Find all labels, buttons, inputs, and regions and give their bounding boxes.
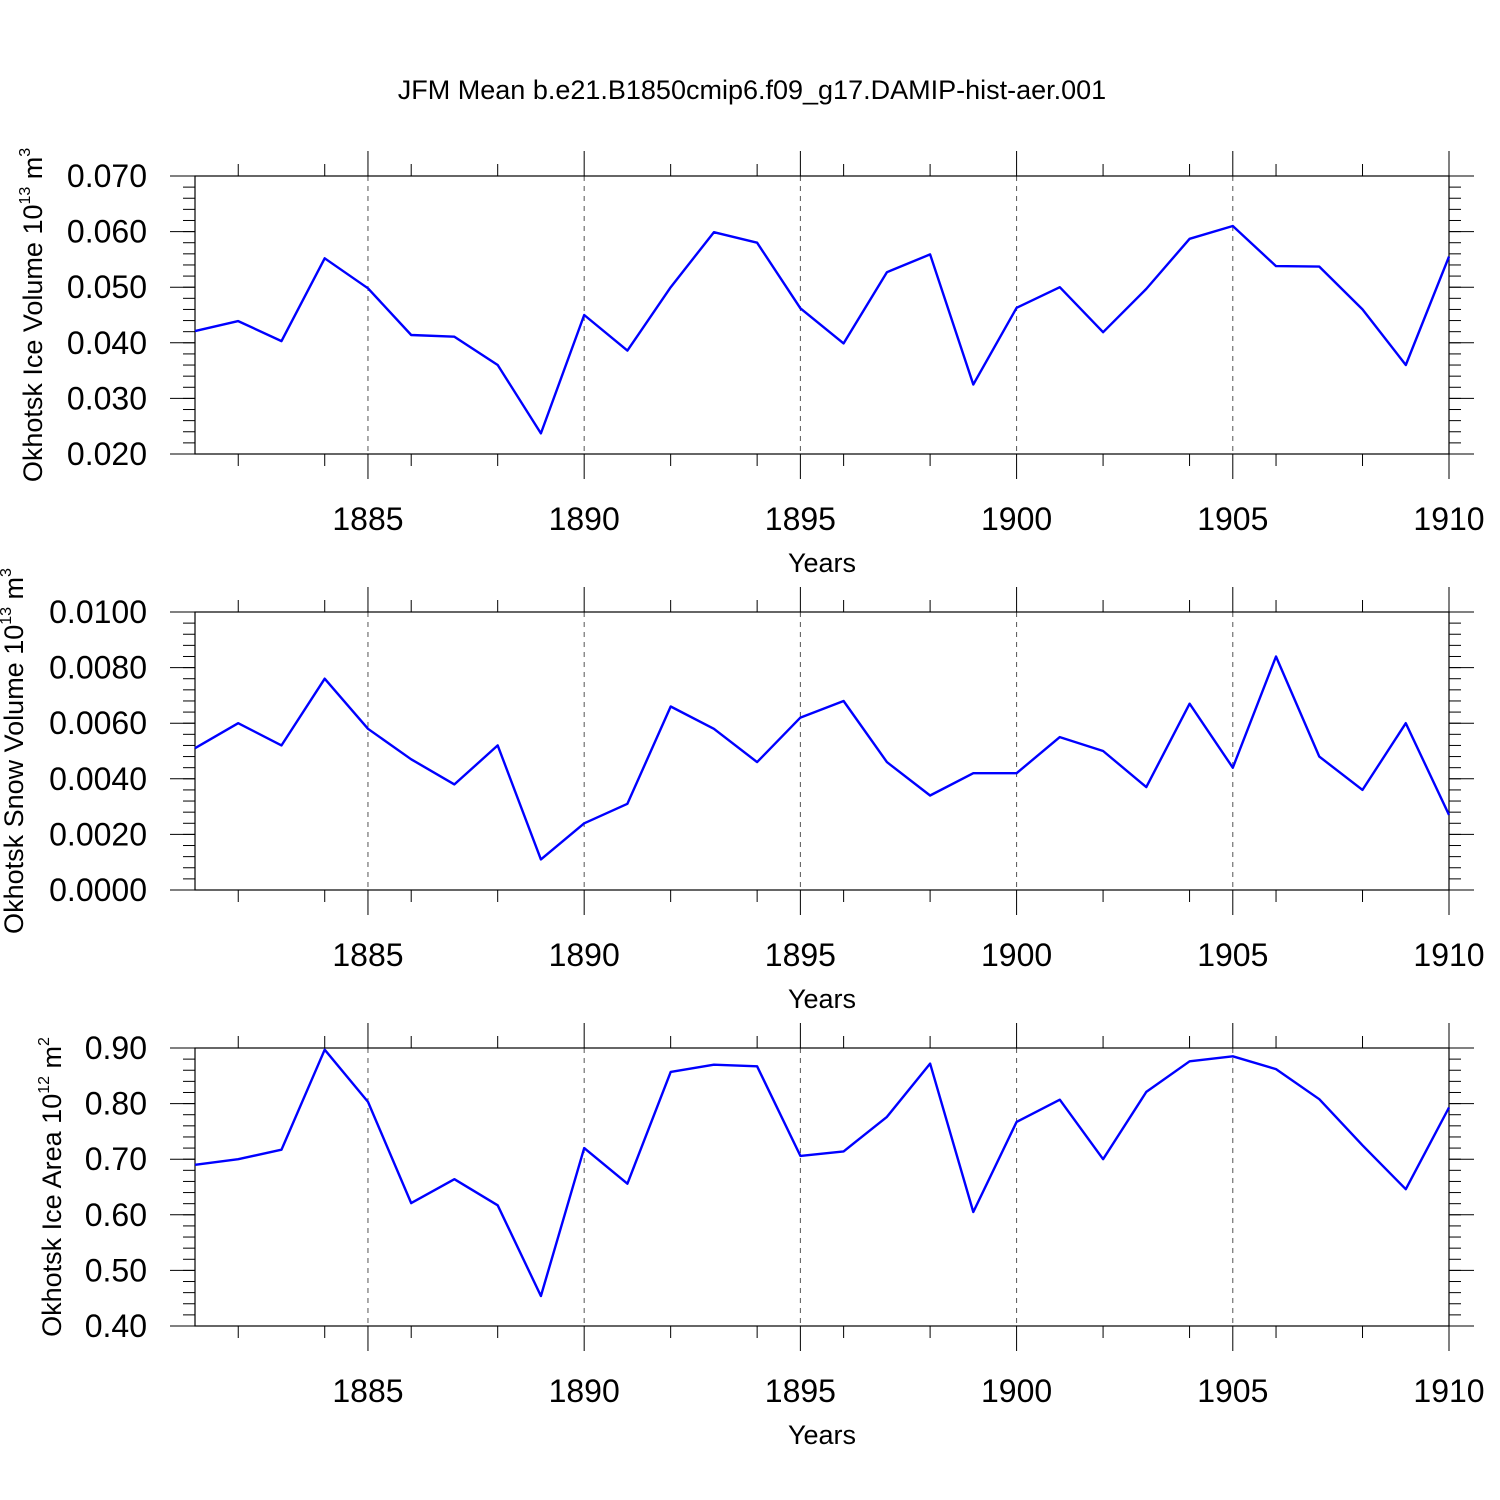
y-axis-title-unit_exp: 3: [17, 148, 34, 157]
x-tick-label: 1905: [1197, 937, 1268, 973]
x-tick-label: 1900: [981, 501, 1052, 537]
y-tick-label: 0.060: [67, 214, 147, 250]
y-tick-label: 0.70: [85, 1141, 147, 1177]
y-axis-title-exp: 13: [0, 607, 15, 625]
y-tick-label: 0.030: [67, 380, 147, 416]
x-tick-label: 1885: [332, 501, 403, 537]
y-tick-label: 0.40: [85, 1308, 147, 1344]
y-tick-label: 0.90: [85, 1030, 147, 1066]
x-tick-label: 1905: [1197, 501, 1268, 537]
x-tick-label: 1885: [332, 1373, 403, 1409]
x-tick-label: 1910: [1413, 501, 1484, 537]
y-tick-label: 0.0100: [49, 594, 147, 630]
series-line-ice_volume: [194, 224, 1451, 435]
plot-frame: [194, 1047, 1450, 1327]
x-tick-label: 1890: [549, 937, 620, 973]
x-tick-label: 1900: [981, 937, 1052, 973]
y-tick-label: 0.020: [67, 436, 147, 472]
y-tick-label: 0.0080: [49, 650, 147, 686]
y-tick-label: 0.80: [85, 1086, 147, 1122]
x-tick-label: 1905: [1197, 1373, 1268, 1409]
y-tick-label: 0.0020: [49, 816, 147, 852]
y-axis-title: Okhotsk Ice Volume 1013 m3: [17, 148, 48, 482]
y-axis-title-unit: m: [37, 1046, 67, 1076]
chart-panel-3: 0.40 0.50 0.60 0.70 0.80 0.90 1885 1890 1895 1900…: [36, 1023, 1485, 1450]
chart-panel-2: 0.0000 0.0020 0.0040 0.0060 0.0080 0.0100 1885…: [0, 568, 1485, 1014]
x-tick-label: 1885: [332, 937, 403, 973]
y-tick-label: 0.0040: [49, 761, 147, 797]
x-tick-label: 1910: [1413, 1373, 1484, 1409]
x-tick-label: 1895: [765, 1373, 836, 1409]
y-tick-label: 0.050: [67, 269, 147, 305]
series-line-snow_volume: [194, 655, 1451, 861]
series-line-ice_area: [194, 1048, 1451, 1298]
chart-panel-1: 0.020 0.030 0.040 0.050 0.060 0.070 1885 1890 18…: [17, 148, 1485, 578]
y-tick-label: 0.60: [85, 1197, 147, 1233]
x-tick-label: 1895: [765, 501, 836, 537]
plot-frame: [194, 611, 1450, 891]
plot-frame: [194, 175, 1450, 455]
x-axis-title: Years: [788, 1420, 856, 1450]
y-tick-label: 0.0000: [49, 872, 147, 908]
y-tick-label: 0.50: [85, 1252, 147, 1288]
x-tick-label: 1910: [1413, 937, 1484, 973]
y-tick-label: 0.040: [67, 325, 147, 361]
y-tick-label: 0.070: [67, 158, 147, 194]
y-axis-title-exp: 13: [17, 187, 34, 205]
y-axis-title: Okhotsk Ice Area 1012 m2: [36, 1037, 67, 1337]
y-axis-title-unit_exp: 3: [0, 568, 15, 577]
x-axis-title: Years: [788, 984, 856, 1014]
y-axis-title-unit_exp: 2: [36, 1037, 53, 1046]
x-tick-label: 1890: [549, 501, 620, 537]
x-tick-label: 1895: [765, 937, 836, 973]
y-axis-title-exp: 12: [36, 1076, 53, 1094]
figure-title: JFM Mean b.e21.B1850cmip6.f09_g17.DAMIP-…: [398, 75, 1106, 105]
y-axis-title-main: Okhotsk Snow Volume 10: [0, 625, 29, 934]
x-axis-title: Years: [788, 548, 856, 578]
panels: 0.020 0.030 0.040 0.050 0.060 0.070 1885 1890 18…: [0, 148, 1485, 1450]
y-axis-title: Okhotsk Snow Volume 1013 m3: [0, 568, 29, 934]
y-axis-title-unit: m: [18, 157, 48, 187]
y-axis-title-main: Okhotsk Ice Volume 10: [18, 205, 48, 483]
y-tick-label: 0.0060: [49, 705, 147, 741]
y-axis-title-main: Okhotsk Ice Area 10: [37, 1094, 67, 1337]
x-tick-label: 1890: [549, 1373, 620, 1409]
x-tick-label: 1900: [981, 1373, 1052, 1409]
y-axis-title-unit: m: [0, 577, 29, 607]
